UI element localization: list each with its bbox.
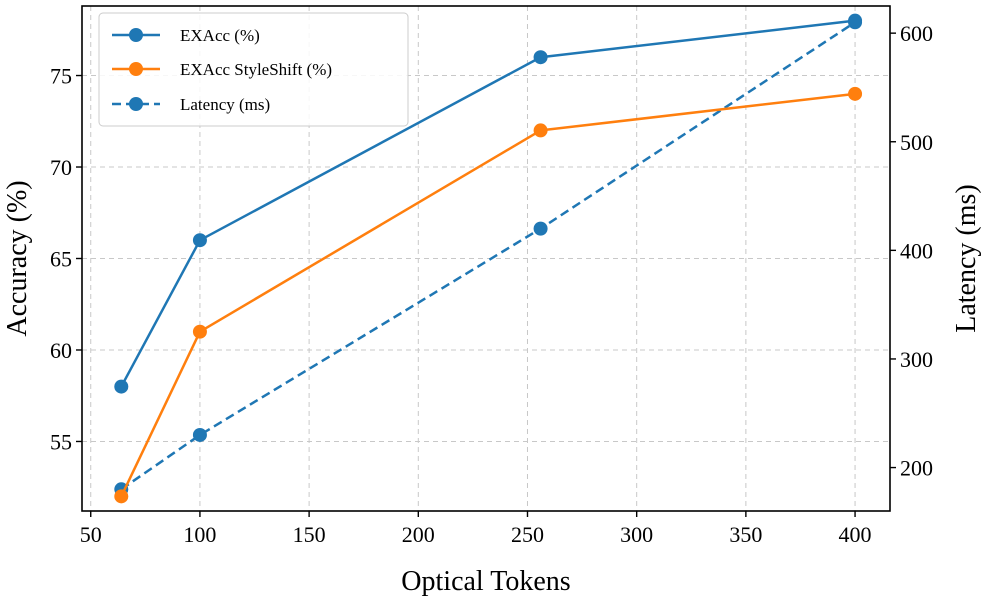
point-exacc <box>192 233 207 248</box>
legend-label-latency: Latency (ms) <box>180 95 270 114</box>
y-left-tick-label: 70 <box>50 155 72 180</box>
series-line-exacc-styleshift <box>120 92 856 497</box>
y-left-tick-label: 60 <box>50 338 72 363</box>
x-tick-label: 250 <box>511 522 544 547</box>
point-exacc-styleshift <box>114 489 129 504</box>
x-tick-label: 200 <box>402 522 435 547</box>
x-axis-title: Optical Tokens <box>401 566 570 597</box>
y-right-tick-label: 600 <box>900 21 933 46</box>
x-tick-label: 100 <box>183 522 216 547</box>
y-right-tick-label: 300 <box>900 347 933 372</box>
legend-label-styleshift: EXAcc StyleShift (%) <box>180 60 332 79</box>
ticks: 50 100 150 200 250 300 350 400 55 60 65 70 75 200 300 4… <box>50 21 933 547</box>
y-left-tick-label: 65 <box>50 247 72 272</box>
series-line-exacc <box>120 19 856 388</box>
point-latency-ms <box>192 427 207 442</box>
legend-marker-exacc <box>129 28 143 42</box>
point-exacc <box>114 379 129 394</box>
legend-label-exacc: EXAcc (%) <box>180 26 260 45</box>
legend: EXAcc (%) EXAcc StyleShift (%) Latency (… <box>98 12 409 127</box>
x-tick-label: 150 <box>293 522 326 547</box>
y-axis-left-title: Accuracy (%) <box>2 180 33 336</box>
legend-marker-styleshift <box>129 62 143 76</box>
x-tick-label: 400 <box>839 522 872 547</box>
point-exacc-styleshift <box>192 324 207 339</box>
point-exacc-styleshift <box>533 123 548 138</box>
y-right-tick-label: 200 <box>900 456 933 481</box>
x-tick-label: 350 <box>729 522 762 547</box>
legend-box <box>98 12 409 127</box>
y-axis-right-title: Latency (ms) <box>951 184 982 333</box>
series-layer <box>114 13 863 504</box>
y-left-tick-label: 75 <box>50 64 72 89</box>
point-exacc <box>533 50 548 65</box>
point-exacc-styleshift <box>848 86 863 101</box>
point-latency-ms <box>533 221 548 236</box>
x-tick-label: 50 <box>80 522 102 547</box>
legend-marker-latency <box>129 97 143 111</box>
y-left-tick-label: 55 <box>50 429 72 454</box>
y-right-tick-label: 500 <box>900 130 933 155</box>
point-exacc <box>848 13 863 28</box>
x-tick-label: 300 <box>620 522 653 547</box>
y-right-tick-label: 400 <box>900 238 933 263</box>
series-line-latency-ms <box>120 21 856 491</box>
